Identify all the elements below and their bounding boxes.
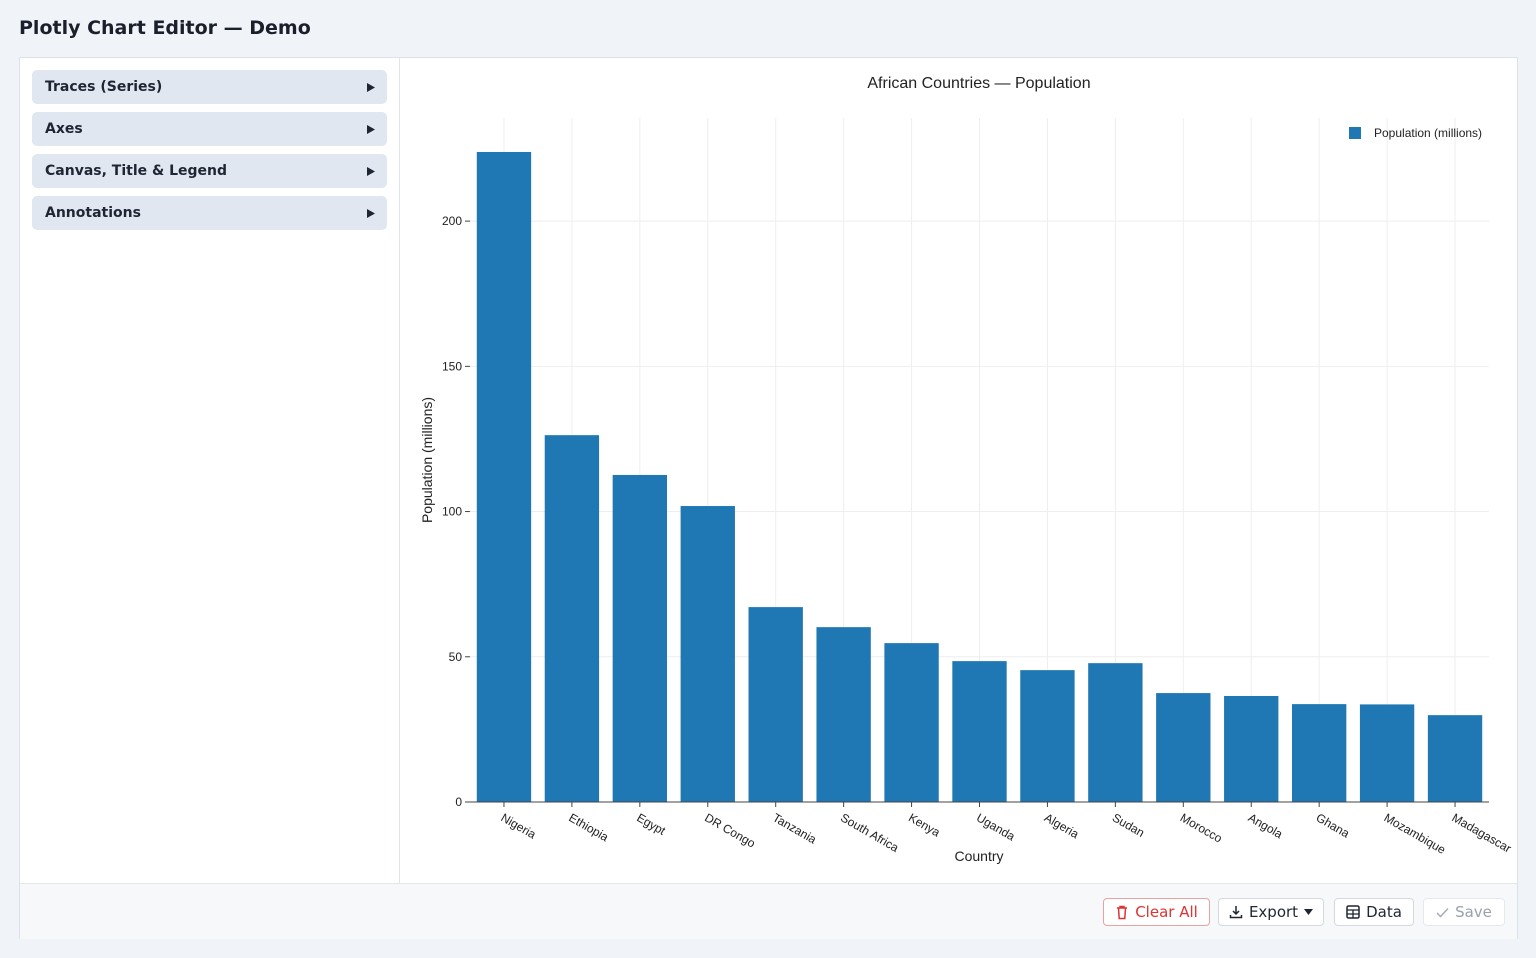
bar [544,435,600,802]
chart-title: African Countries — Population [867,75,1090,92]
sidebar: Traces (Series) Axes Canvas, Title & Legen… [20,58,400,883]
bar [884,643,939,802]
expand-arrow [367,208,375,218]
legend-label: Population (millions) [1374,126,1482,140]
y-tick-label: 0 [455,795,462,809]
bar [1020,670,1075,802]
bar [1224,695,1279,802]
sidebar-section[interactable]: Traces (Series) [32,70,387,104]
data-button[interactable]: Data [1334,898,1414,926]
button-label: Export [1248,903,1299,921]
y-axis-title: Population (millions) [419,397,435,523]
x-tick-label: Sudan [1110,810,1147,839]
sidebar-section[interactable]: Axes [32,112,387,146]
section-label: Canvas, Title & Legend [45,163,227,179]
chart: African Countries — Population 0 50 100 150 2… [419,75,1514,864]
x-axis-title: Country [954,848,1003,864]
bar [1088,663,1143,802]
bar [476,151,532,802]
y-tick-label: 150 [442,359,462,373]
app-title: Plotly Chart Editor — Demo [19,17,311,39]
x-tick-label: Uganda [974,810,1018,843]
x-tick-label: Ethiopia [566,810,611,844]
x-tick-label: Mozambique [1382,810,1449,857]
button-label: Data [1366,903,1402,921]
bar [1291,704,1347,802]
section-label: Annotations [45,205,141,221]
bar [748,607,803,802]
x-tick-label: South Africa [838,810,901,855]
footer: Clear All Export Data Save [20,883,1517,939]
y-tick-label: 200 [442,214,462,228]
button-label: Clear All [1135,903,1198,921]
button-label: Save [1455,903,1492,921]
bar [1359,704,1415,802]
x-tick-label: Angola [1246,810,1286,841]
x-tick-label: Madagascar [1450,810,1514,855]
y-tick-label: 100 [442,505,462,519]
expand-arrow [367,166,375,176]
section-label: Traces (Series) [45,79,163,95]
caret-icon [1304,909,1314,915]
x-tick-label: Egypt [634,810,668,838]
bar [680,506,735,802]
trash-icon [1117,905,1128,919]
x-tick-label: DR Congo [702,810,758,850]
legend-swatch [1349,127,1361,139]
x-tick-label: Algeria [1042,810,1082,841]
x-tick-label: Ghana [1314,810,1352,840]
download-icon [1229,906,1243,919]
sidebar-section[interactable]: Canvas, Title & Legend [32,154,387,188]
section-label: Axes [45,121,83,137]
x-tick-label: Morocco [1178,810,1225,845]
export-button[interactable]: Export [1218,898,1324,926]
check-icon [1436,907,1449,918]
table-icon [1346,905,1360,919]
clear-all-button[interactable]: Clear All [1103,898,1210,926]
x-tick-label: Kenya [906,810,943,839]
expand-arrow [367,124,375,134]
bar [952,661,1007,802]
bar [1427,715,1483,802]
expand-arrow [367,82,375,92]
bar [612,474,668,802]
x-tick-label: Tanzania [770,810,819,846]
editor-panel: Traces (Series) Axes Canvas, Title & Legen… [19,57,1518,939]
bar [1156,693,1211,802]
sidebar-section[interactable]: Annotations [32,196,387,230]
y-tick-label: 50 [449,650,463,664]
bar [816,627,871,802]
save-button[interactable]: Save [1423,898,1505,926]
x-tick-label: Nigeria [498,810,538,841]
